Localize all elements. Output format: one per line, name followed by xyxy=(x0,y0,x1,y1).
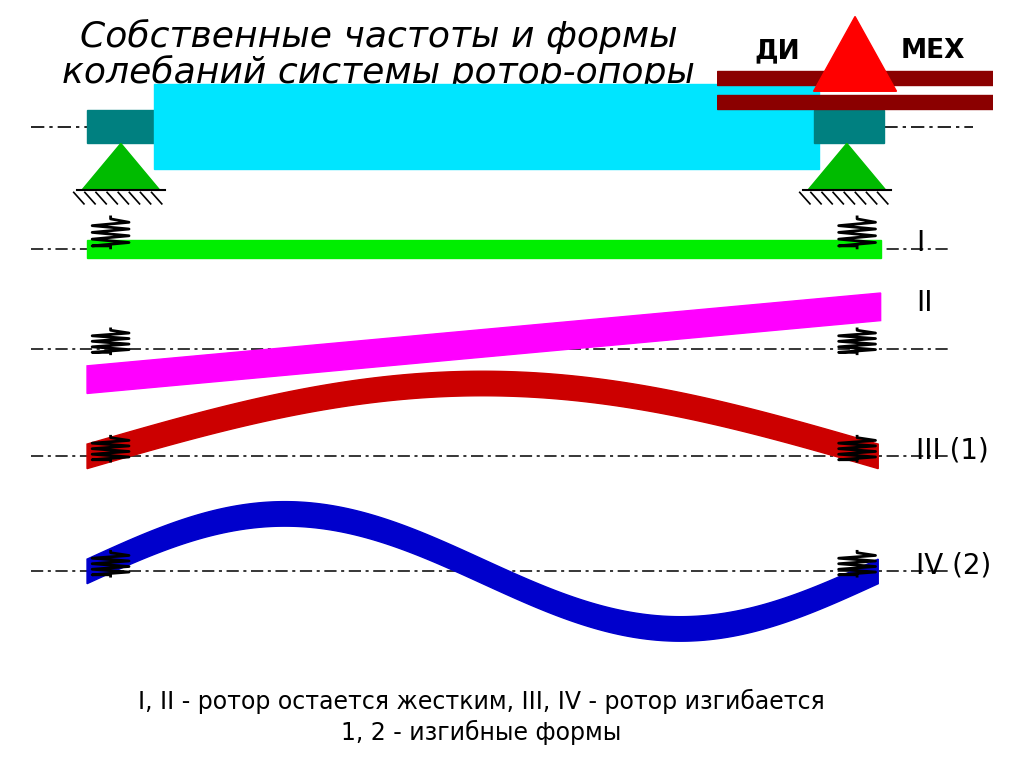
Polygon shape xyxy=(808,143,886,190)
Polygon shape xyxy=(87,502,879,641)
Text: МЕХ: МЕХ xyxy=(900,38,965,64)
Text: Собственные частоты и формы: Собственные частоты и формы xyxy=(80,19,678,54)
Polygon shape xyxy=(82,143,160,190)
Bar xyxy=(87,240,881,258)
Bar xyxy=(814,110,884,143)
Polygon shape xyxy=(813,17,897,91)
Text: II: II xyxy=(916,289,933,317)
Text: I: I xyxy=(916,229,925,257)
Polygon shape xyxy=(87,371,879,469)
Bar xyxy=(717,95,993,109)
Bar xyxy=(717,71,993,85)
Bar xyxy=(154,84,819,169)
Polygon shape xyxy=(87,293,881,393)
Text: колебаний системы ротор-опоры: колебаний системы ротор-опоры xyxy=(62,55,695,91)
Text: ДИ: ДИ xyxy=(755,38,801,64)
Bar xyxy=(87,110,157,143)
Text: 1, 2 - изгибные формы: 1, 2 - изгибные формы xyxy=(341,720,622,745)
Text: III (1): III (1) xyxy=(916,436,989,464)
Text: I, II - ротор остается жестким, III, IV - ротор изгибается: I, II - ротор остается жестким, III, IV … xyxy=(138,690,824,714)
Text: IV (2): IV (2) xyxy=(916,551,991,579)
